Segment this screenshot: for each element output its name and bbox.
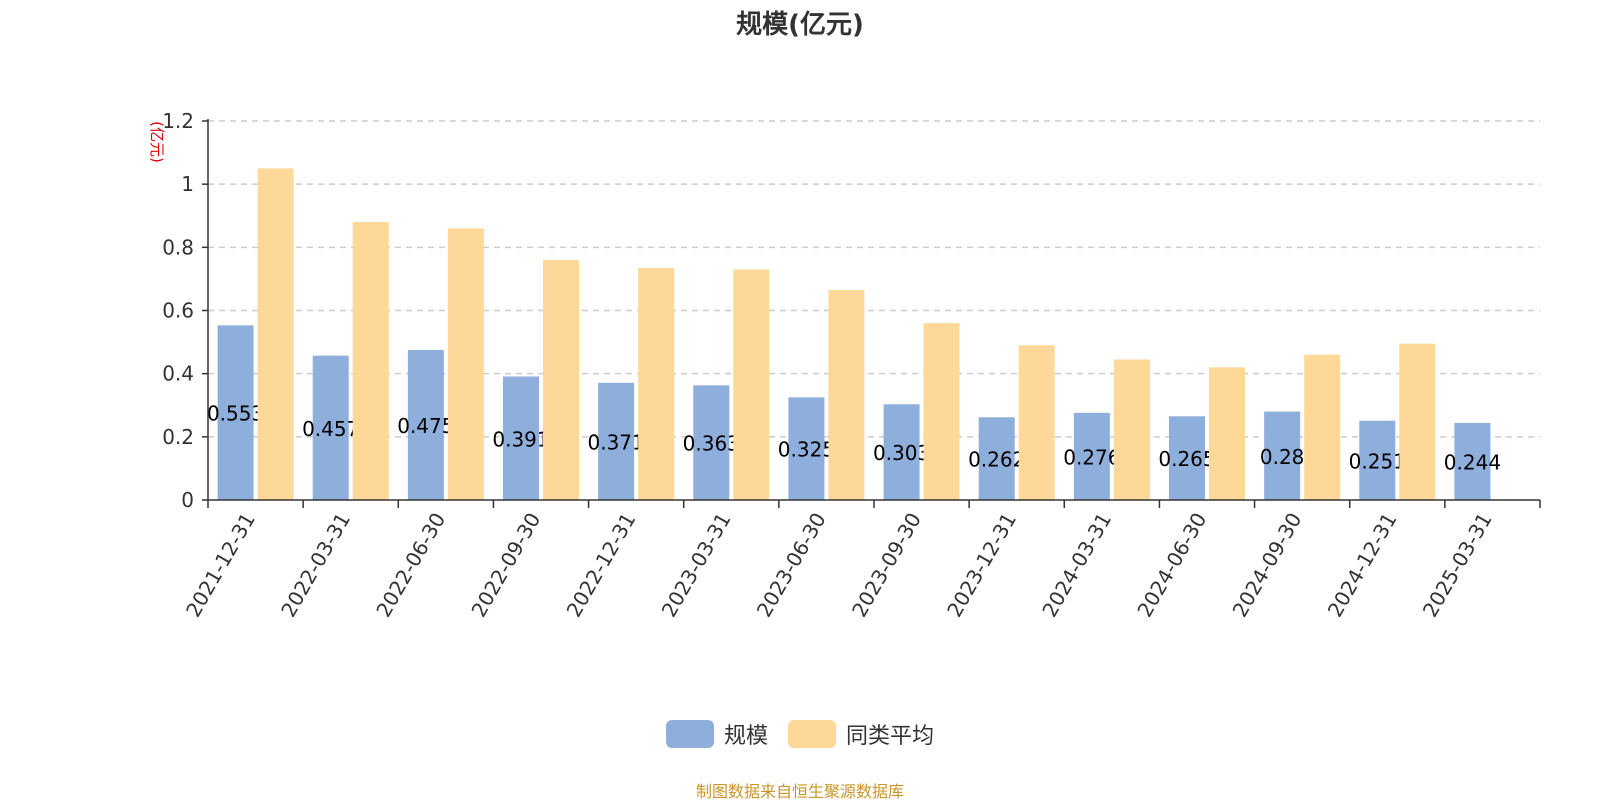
y-tick-label: 1 bbox=[181, 172, 194, 196]
data-label-scale: 0.303 bbox=[873, 441, 930, 465]
bar-scale[interactable] bbox=[598, 382, 635, 500]
x-tick-label: 2024-06-30 bbox=[1132, 509, 1211, 622]
bar-scale[interactable] bbox=[978, 417, 1015, 500]
data-label-scale: 0.371 bbox=[588, 430, 645, 454]
y-tick-label: 0.6 bbox=[162, 299, 194, 323]
data-label-scale: 0.276 bbox=[1063, 445, 1120, 469]
bar-peer-average[interactable] bbox=[1304, 354, 1341, 500]
y-tick-label: 1.2 bbox=[162, 109, 194, 133]
x-tick-label: 2024-12-31 bbox=[1323, 509, 1402, 622]
bar-scale[interactable] bbox=[217, 325, 254, 500]
data-label-scale: 0.475 bbox=[397, 414, 454, 438]
data-label-scale: 0.28 bbox=[1260, 445, 1305, 469]
data-label-scale: 0.457 bbox=[302, 417, 359, 441]
bar-scale[interactable] bbox=[1169, 416, 1205, 500]
bar-peer-average[interactable] bbox=[828, 289, 865, 500]
data-label-scale: 0.553 bbox=[207, 402, 264, 426]
bar-scale[interactable] bbox=[503, 376, 539, 500]
bar-scale[interactable] bbox=[407, 349, 444, 500]
y-tick-label: 0 bbox=[181, 488, 194, 512]
legend-item-peer-average[interactable]: 同类平均 bbox=[788, 718, 934, 750]
data-labels: 0.553 0.457 0.475 0.391 0.371 0.363 0.325 0.303… bbox=[207, 402, 1501, 475]
legend-label-scale: 规模 bbox=[723, 724, 768, 749]
y-tick-label: 0.8 bbox=[162, 235, 194, 259]
data-label-scale: 0.363 bbox=[683, 432, 740, 456]
bar-scale[interactable] bbox=[1073, 412, 1110, 500]
bar-peer-average[interactable] bbox=[1018, 345, 1055, 500]
chart-title: 规模(亿元) bbox=[736, 10, 864, 40]
data-label-scale: 0.251 bbox=[1349, 449, 1406, 473]
bar-peer-average[interactable] bbox=[447, 228, 484, 500]
y-tick-label: 0.2 bbox=[162, 425, 194, 449]
bar-scale[interactable] bbox=[312, 355, 349, 500]
bar-scale[interactable] bbox=[1359, 420, 1396, 500]
bars bbox=[217, 325, 1491, 500]
x-tick-label: 2021-12-31 bbox=[181, 509, 260, 622]
legend: 规模 同类平均 bbox=[0, 718, 1600, 750]
x-tick-label: 2022-06-30 bbox=[371, 509, 450, 622]
grid-lines bbox=[208, 120, 1540, 438]
legend-swatch-peer-average bbox=[788, 720, 836, 748]
legend-label-peer-average: 同类平均 bbox=[846, 724, 935, 749]
bar-scale[interactable] bbox=[693, 385, 730, 500]
bar-scale[interactable] bbox=[1454, 422, 1491, 500]
x-tick-label: 2022-12-31 bbox=[562, 509, 641, 622]
bar-scale[interactable] bbox=[1264, 411, 1301, 500]
data-label-scale: 0.244 bbox=[1444, 450, 1501, 474]
bar-peer-average[interactable] bbox=[1399, 343, 1436, 500]
data-source-footer: 制图数据来自恒生聚源数据库 bbox=[695, 782, 904, 801]
bar-scale[interactable] bbox=[883, 404, 920, 500]
legend-swatch-scale bbox=[665, 720, 714, 748]
bar-peer-average[interactable] bbox=[257, 168, 294, 500]
bar-peer-average[interactable] bbox=[1209, 367, 1245, 500]
bar-peer-average[interactable] bbox=[1113, 359, 1150, 500]
bar-peer-average[interactable] bbox=[638, 267, 675, 500]
x-tick-label: 2023-12-31 bbox=[942, 509, 1021, 622]
bar-peer-average[interactable] bbox=[543, 259, 579, 500]
x-tick-label: 2022-09-30 bbox=[466, 509, 545, 622]
data-label-scale: 0.391 bbox=[492, 427, 549, 451]
data-label-scale: 0.325 bbox=[778, 438, 835, 462]
bar-peer-average[interactable] bbox=[352, 222, 389, 501]
bar-scale[interactable] bbox=[788, 397, 825, 500]
legend-item-scale[interactable]: 规模 bbox=[665, 718, 768, 750]
x-tick-label: 2022-03-31 bbox=[276, 509, 355, 622]
x-tick-label: 2023-06-30 bbox=[752, 509, 831, 622]
x-tick-label: 2023-03-31 bbox=[657, 509, 736, 622]
y-tick-label: 0.4 bbox=[162, 362, 194, 386]
x-tick-label: 2024-03-31 bbox=[1037, 509, 1116, 622]
y-axis-unit-label: (亿元) bbox=[148, 121, 166, 163]
bar-peer-average[interactable] bbox=[733, 269, 770, 500]
x-tick-label: 2024-09-30 bbox=[1228, 509, 1307, 622]
x-tick-label: 2023-09-30 bbox=[847, 509, 926, 622]
bar-peer-average[interactable] bbox=[923, 323, 960, 500]
data-label-scale: 0.265 bbox=[1158, 447, 1215, 471]
data-label-scale: 0.262 bbox=[968, 448, 1025, 472]
x-tick-label: 2025-03-31 bbox=[1418, 509, 1497, 622]
